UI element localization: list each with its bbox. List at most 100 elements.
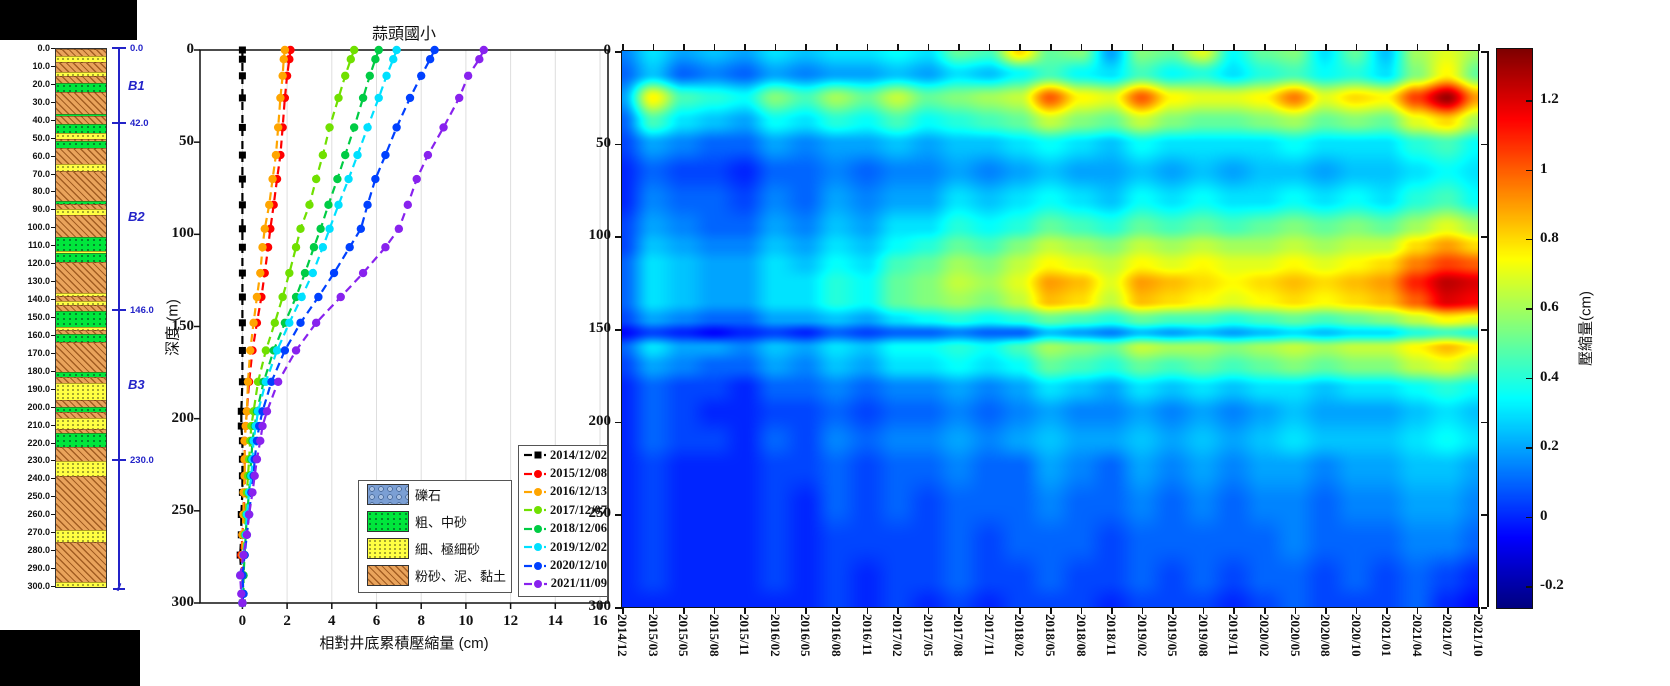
lithology-legend-label: 細、極細砂 <box>415 542 481 557</box>
heatmap-x-tick-bottom <box>1141 607 1144 614</box>
series-marker <box>282 71 292 81</box>
series-marker <box>363 200 372 210</box>
series-marker <box>237 531 245 539</box>
heatmap-x-tick-label: 2016/08 <box>829 614 844 657</box>
lithology-legend-item: 粉砂、泥、黏土 <box>359 562 511 589</box>
series-marker <box>392 45 401 55</box>
colorbar-tick <box>1526 308 1533 310</box>
series-marker <box>244 377 254 386</box>
series-marker <box>239 510 248 519</box>
series-marker <box>250 471 259 481</box>
depth-tick <box>51 370 55 372</box>
series-marker <box>249 436 258 445</box>
heatmap-x-tick-label: 2015/11 <box>737 614 753 656</box>
depth-tick-label: 180.0 <box>27 365 50 376</box>
series-marker <box>238 589 247 598</box>
lithology-legend-label: 礫石 <box>415 488 442 503</box>
date-legend-label: 2014/12/02 <box>550 447 607 462</box>
lithology-legend-label: 粗、中砂 <box>415 515 468 530</box>
heatmap-y-tick <box>615 143 622 146</box>
well-section-depth-label: 230.0 <box>130 455 154 467</box>
series-marker <box>240 550 249 560</box>
silt-pattern-swatch <box>367 565 409 586</box>
series-marker <box>243 377 253 386</box>
series-marker <box>394 224 404 234</box>
heatmap-x-tick-label: 2020/05 <box>1287 614 1303 657</box>
series-marker <box>238 598 247 608</box>
series-marker <box>237 422 245 430</box>
series-marker <box>276 93 285 103</box>
series-marker <box>257 292 266 302</box>
heatmap-x-tick-label: 2018/08 <box>1073 614 1089 657</box>
series-marker <box>252 436 262 445</box>
series-marker <box>247 421 256 431</box>
colorbar-tick <box>1526 447 1533 449</box>
heatmap-x-tick-bottom <box>1080 607 1083 614</box>
series-marker <box>249 407 258 416</box>
series-marker <box>365 71 374 81</box>
lithology-layer-silt <box>56 214 106 238</box>
series-marker <box>261 346 271 355</box>
series-line <box>240 49 292 603</box>
y-tick-label: 200 <box>171 409 195 426</box>
series-marker <box>251 421 261 431</box>
x-tick-label: 4 <box>328 613 336 629</box>
series-marker <box>269 200 278 210</box>
series-marker <box>297 292 306 302</box>
heatmap-x-tick-label: 2015/03 <box>645 614 661 657</box>
y-tick-label: 250 <box>171 501 195 518</box>
series-marker <box>417 71 426 81</box>
heatmap-x-tick-top <box>713 44 716 51</box>
series-marker <box>238 598 247 608</box>
series-marker <box>238 455 246 463</box>
date-legend-label: 2018/12/06 <box>550 521 607 536</box>
series-marker <box>371 174 380 184</box>
x-tick-label: 12 <box>503 613 519 629</box>
series-marker <box>240 436 249 445</box>
series-marker <box>291 243 301 252</box>
date-legend-item: 2021/11/09 <box>519 575 607 593</box>
depth-tick-label: 210.0 <box>27 419 50 430</box>
series-marker <box>280 93 290 103</box>
series-marker <box>318 150 328 160</box>
heatmap-x-tick-bottom <box>713 607 716 614</box>
series-marker <box>308 268 318 278</box>
lithology-layer-fine <box>56 529 106 543</box>
date-legend-item: 2017/12/07 <box>519 501 607 519</box>
series-marker <box>238 598 247 608</box>
series-marker <box>247 471 256 481</box>
lithology-layer-silt <box>56 75 106 84</box>
lithology-layer-fine <box>56 382 106 401</box>
lithology-layer-coarse <box>56 253 106 263</box>
heatmap-x-tick-bottom <box>1478 607 1480 614</box>
depth-tick-label: 30.0 <box>32 96 50 107</box>
x-tick-label: 0 <box>238 613 247 629</box>
series-marker <box>311 174 321 184</box>
series-marker <box>259 377 268 386</box>
heatmap-x-tick-label: 2014/12 <box>615 614 630 657</box>
date-legend-item: 2019/12/02 <box>519 538 607 556</box>
x-tick-label: 10 <box>458 613 474 629</box>
date-legend-label: 2017/12/07 <box>550 502 607 517</box>
depth-tick <box>51 406 55 408</box>
depth-tick-label: 60.0 <box>32 150 50 161</box>
series-marker <box>258 421 267 431</box>
colorbar-tick-label: 1.2 <box>1540 91 1559 108</box>
series-marker <box>239 550 248 560</box>
date-legend-label: 2019/12/02 <box>550 539 607 554</box>
series-marker <box>463 71 473 81</box>
colorbar-tick-label: 0.2 <box>1540 438 1559 455</box>
series-marker <box>316 224 325 234</box>
depth-tick-label: 200.0 <box>27 401 50 412</box>
depth-tick <box>51 209 55 211</box>
depth-tick <box>51 83 55 85</box>
y-tick-label: 150 <box>171 317 195 334</box>
depth-tick <box>51 496 55 498</box>
depth-tick <box>51 334 55 336</box>
series-marker <box>238 151 246 159</box>
series-marker <box>241 421 250 431</box>
series-marker <box>276 150 285 160</box>
date-legend-marker <box>524 524 547 533</box>
series-marker <box>300 268 310 278</box>
chart-title: 蒜頭國小 <box>371 26 436 43</box>
